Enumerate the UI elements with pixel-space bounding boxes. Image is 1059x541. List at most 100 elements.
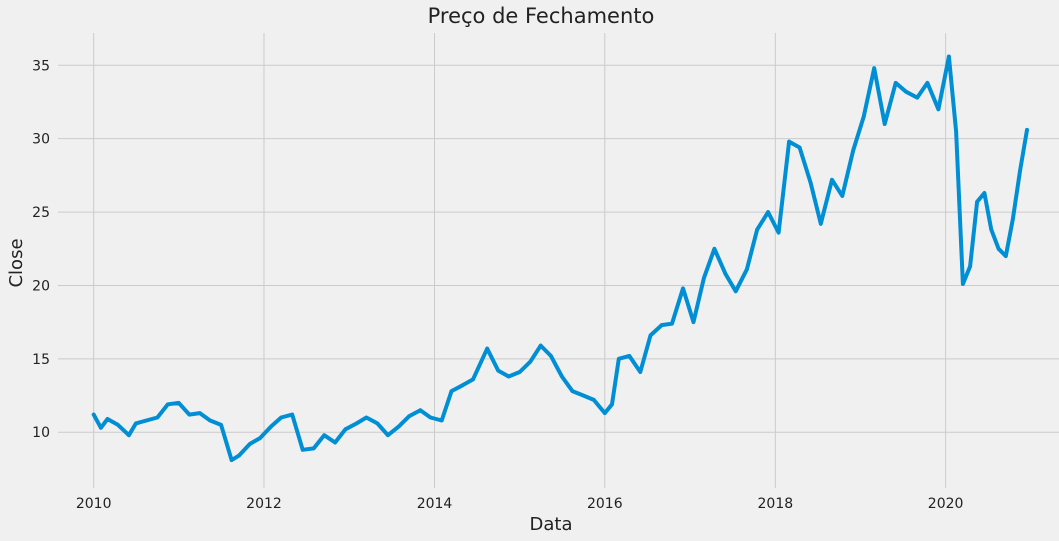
data-point: [364, 415, 369, 420]
data-point: [1025, 128, 1029, 132]
data-point: [229, 458, 234, 462]
y-tick-label: 35: [32, 58, 50, 74]
data-point: [996, 247, 1001, 251]
data-point: [258, 436, 262, 440]
data-point: [177, 401, 181, 405]
data-point: [386, 433, 390, 438]
data-point: [485, 346, 490, 351]
data-point: [592, 398, 596, 402]
data-point: [861, 114, 866, 119]
x-tick-label: 2020: [928, 496, 964, 512]
data-point: [723, 271, 728, 276]
data-point: [954, 129, 958, 134]
data-point: [144, 418, 149, 423]
y-tick-label: 10: [32, 425, 50, 441]
data-point: [449, 389, 454, 393]
data-point: [961, 282, 965, 286]
data-point: [570, 389, 575, 393]
y-tick-label: 20: [32, 278, 50, 294]
data-point: [712, 247, 717, 251]
data-point: [648, 333, 653, 338]
data-point: [517, 370, 522, 374]
data-point: [925, 81, 930, 85]
data-point: [560, 374, 564, 379]
close-price-line: [91, 54, 1029, 463]
data-point: [127, 433, 131, 438]
data-point: [681, 286, 685, 291]
data-point: [460, 383, 465, 388]
x-tick-label: 2016: [587, 496, 623, 512]
data-point: [155, 415, 160, 420]
data-point: [755, 227, 759, 232]
data-point: [99, 426, 103, 430]
data-point: [549, 354, 553, 358]
data-point: [134, 421, 138, 426]
data-point: [989, 227, 994, 232]
y-tick-label: 30: [32, 132, 50, 148]
chart-title: Preço de Fechamento: [428, 4, 655, 28]
data-point: [872, 66, 876, 70]
data-point: [528, 360, 532, 364]
data-point: [968, 264, 972, 269]
data-point: [733, 289, 738, 294]
tick-labels: 10 15 20 25 30 35 2010 2012 2014 2016 2018 2020: [32, 58, 963, 512]
data-point: [787, 139, 791, 144]
data-point: [766, 210, 770, 214]
data-point: [610, 402, 614, 407]
data-point: [439, 418, 444, 423]
data-point: [893, 81, 898, 85]
data-point: [375, 421, 380, 426]
data-point: [290, 412, 295, 417]
data-point: [354, 421, 359, 426]
x-tick-label: 2010: [76, 496, 112, 512]
data-point: [322, 433, 327, 438]
data-point: [187, 412, 192, 417]
data-point: [248, 442, 252, 446]
data-point: [237, 453, 241, 458]
data-point: [166, 402, 170, 407]
grid: [58, 33, 1059, 488]
data-point: [947, 54, 951, 59]
data-point: [300, 448, 305, 452]
data-point: [506, 374, 511, 379]
data-point: [208, 418, 212, 423]
data-point: [819, 222, 823, 226]
data-point: [982, 191, 987, 195]
data-point: [581, 393, 586, 398]
x-axis-title: Data: [530, 514, 573, 535]
data-point: [105, 417, 110, 421]
data-point: [496, 368, 501, 373]
data-point: [776, 230, 781, 235]
data-point: [627, 354, 632, 358]
data-point: [397, 424, 401, 429]
data-point: [830, 178, 834, 182]
data-point: [702, 276, 706, 280]
data-point: [418, 408, 423, 413]
y-tick-label: 25: [32, 205, 50, 221]
data-point: [638, 370, 643, 374]
data-point: [659, 323, 664, 327]
data-point: [198, 411, 202, 415]
series-layer: [91, 54, 1029, 463]
data-point: [91, 412, 96, 417]
data-point: [343, 427, 348, 432]
data-point: [808, 180, 813, 185]
x-tick-label: 2018: [758, 496, 794, 512]
y-axis-title: Close: [6, 238, 27, 287]
data-point: [428, 415, 433, 420]
data-point: [219, 423, 223, 427]
data-point: [882, 122, 887, 126]
data-point: [1011, 217, 1015, 222]
data-point: [1018, 169, 1022, 173]
data-point: [745, 267, 749, 272]
data-point: [269, 424, 274, 429]
data-point: [975, 200, 979, 204]
y-tick-label: 15: [32, 352, 50, 368]
data-point: [936, 107, 941, 112]
data-point: [538, 343, 543, 348]
x-tick-label: 2012: [246, 496, 282, 512]
data-point: [670, 321, 674, 326]
data-point: [603, 411, 607, 415]
